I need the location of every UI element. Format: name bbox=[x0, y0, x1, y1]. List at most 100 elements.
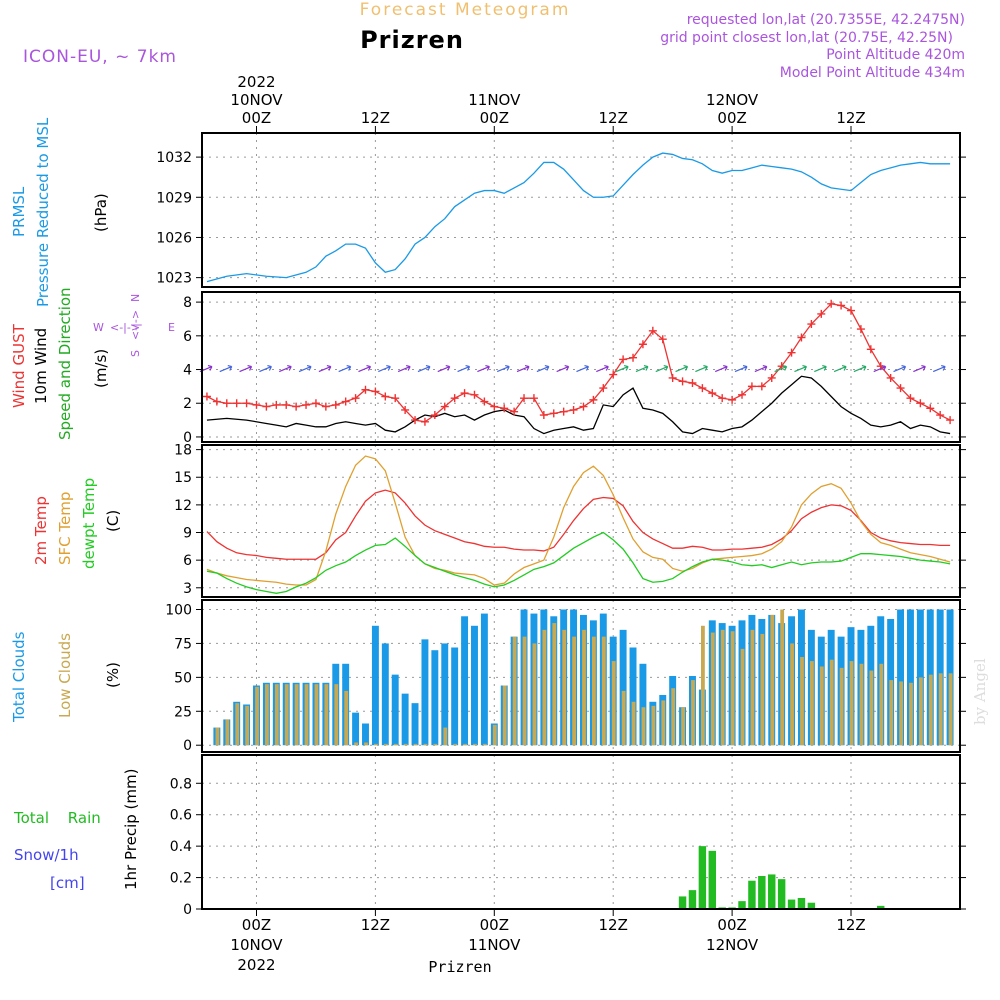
temp-2m-line bbox=[206, 489, 951, 560]
cloud-label-low: Low Clouds bbox=[56, 633, 74, 718]
cloud-total-bar bbox=[352, 712, 360, 746]
precip-labels: Total Rain Snow/1h [cm] 1hr Precip (mm) bbox=[13, 769, 140, 892]
wind-gust-point bbox=[401, 405, 410, 414]
wind-gust-point bbox=[638, 340, 647, 349]
cloud-low-bar bbox=[661, 700, 666, 746]
cloud-low-bar bbox=[700, 625, 705, 746]
wind-gust-point bbox=[747, 382, 756, 391]
cloud-low-bar bbox=[641, 707, 646, 746]
wind-direction-arrow bbox=[556, 364, 570, 373]
clouds-frame bbox=[201, 599, 961, 753]
wind-direction-arrow bbox=[695, 364, 708, 373]
temp-dewpt-line bbox=[206, 531, 951, 594]
wind-gust-point bbox=[589, 395, 598, 404]
cloud-low-bar bbox=[393, 743, 398, 746]
wind-gust-point bbox=[807, 320, 816, 329]
wind-10m-line bbox=[206, 375, 951, 435]
wind-label-dir: Speed and Direction bbox=[56, 287, 74, 440]
wind-direction-arrow bbox=[814, 364, 827, 373]
wind-gust-point bbox=[916, 399, 925, 408]
wind-gust-point bbox=[311, 399, 320, 408]
wind-direction-arrow bbox=[774, 364, 788, 373]
time-label-bottom: 11NOV bbox=[468, 936, 521, 954]
time-label-bottom: 10NOV bbox=[230, 936, 283, 954]
precip-rain-bar bbox=[738, 901, 746, 909]
wind-gust-point bbox=[222, 399, 231, 408]
supertitle: Forecast Meteogram bbox=[360, 0, 571, 20]
wind-gust-point bbox=[599, 384, 608, 393]
cloud-unit: (%) bbox=[104, 662, 122, 688]
cloud-low-bar bbox=[463, 743, 468, 746]
cloud-total-bar bbox=[461, 616, 469, 746]
time-label-bottom: 12Z bbox=[599, 916, 628, 934]
precip-rain-bar bbox=[758, 876, 766, 909]
wind-labels: Wind GUST 10m Wind Speed and Direction (… bbox=[10, 287, 110, 440]
temperature-ytick-label: 6 bbox=[183, 553, 192, 569]
cloud-total-bar bbox=[431, 650, 439, 746]
temperature-ytick-label: 12 bbox=[174, 498, 192, 514]
wind-gust-point bbox=[371, 387, 380, 396]
temp-labels: 2m Temp SFC Temp dewpt Temp (C) bbox=[32, 478, 122, 569]
cloud-low-bar bbox=[800, 657, 804, 746]
wind-gust-point bbox=[490, 402, 499, 411]
pressure-frame bbox=[201, 132, 961, 288]
wind-direction-arrow bbox=[397, 364, 411, 373]
cloud-low-bar bbox=[245, 705, 250, 746]
cloud-low-bar bbox=[770, 614, 775, 746]
wind-gust-point bbox=[202, 392, 211, 401]
wind-direction-arrow bbox=[516, 364, 530, 373]
time-label-top: 12Z bbox=[599, 109, 628, 127]
cloud-low-bar bbox=[532, 643, 537, 746]
temp-sfc-line bbox=[206, 455, 951, 586]
wind-gust-point bbox=[351, 394, 360, 403]
wind-gust-point bbox=[440, 402, 449, 411]
wind-gust-point bbox=[698, 384, 707, 393]
time-label-bottom: 00Z bbox=[717, 916, 746, 934]
time-label-top: 12Z bbox=[836, 109, 865, 127]
cloud-low-bar bbox=[483, 743, 487, 746]
cloud-low-bar bbox=[909, 682, 913, 746]
cloud-low-bar bbox=[849, 661, 854, 746]
wind-gust-point bbox=[460, 389, 469, 398]
cloud-low-bar bbox=[899, 681, 903, 746]
wind-gust-point bbox=[302, 400, 311, 409]
plot-area: 1023102610291032024683691215180255075100… bbox=[156, 73, 966, 974]
wind-gust-point bbox=[470, 390, 479, 399]
wind-direction-arrow bbox=[239, 364, 253, 373]
wind-ytick-label: 6 bbox=[183, 329, 192, 345]
cloud-low-bar bbox=[344, 690, 349, 746]
wind-direction-arrow bbox=[932, 364, 946, 373]
wind-gust-point bbox=[282, 400, 291, 409]
precip-rain-bar bbox=[698, 846, 707, 909]
compass-e: E bbox=[168, 321, 175, 334]
pressure-ytick-label: 1029 bbox=[156, 190, 192, 206]
cloud-low-bar bbox=[225, 719, 230, 746]
wind-gust-point bbox=[480, 397, 489, 406]
cloud-total-bar bbox=[906, 609, 914, 746]
cloud-low-bar bbox=[651, 705, 656, 746]
wind-gust-point bbox=[341, 397, 350, 406]
wind-gust-point bbox=[292, 402, 301, 411]
wind-direction-arrow bbox=[576, 364, 590, 373]
pressure-labels: PRMSL Pressure Reduced to MSL (hPa) bbox=[10, 117, 110, 307]
wind-gust-point bbox=[926, 404, 935, 413]
wind-gust-point bbox=[381, 392, 390, 401]
precipitation-ytick-label: 0 bbox=[183, 902, 192, 918]
cloud-low-bar bbox=[265, 684, 269, 746]
wind-gust-point bbox=[252, 400, 261, 409]
time-label-top: 10NOV bbox=[230, 91, 283, 109]
wind-gust-point bbox=[757, 382, 766, 391]
cloud-low-bar bbox=[918, 677, 923, 746]
wind-direction-arrow bbox=[734, 364, 748, 373]
precip-rain-bar bbox=[748, 880, 756, 909]
wind-gust-point bbox=[847, 306, 856, 315]
time-label-bottom: 12NOV bbox=[706, 936, 759, 954]
cloud-low-bar bbox=[631, 701, 636, 746]
wind-gust-point bbox=[678, 377, 687, 386]
wind-direction-arrow bbox=[278, 364, 292, 373]
cloud-low-bar bbox=[453, 743, 458, 746]
credit-watermark: by Angel bbox=[971, 658, 989, 725]
pressure-line bbox=[206, 152, 951, 283]
wind-direction-arrow bbox=[714, 364, 728, 373]
